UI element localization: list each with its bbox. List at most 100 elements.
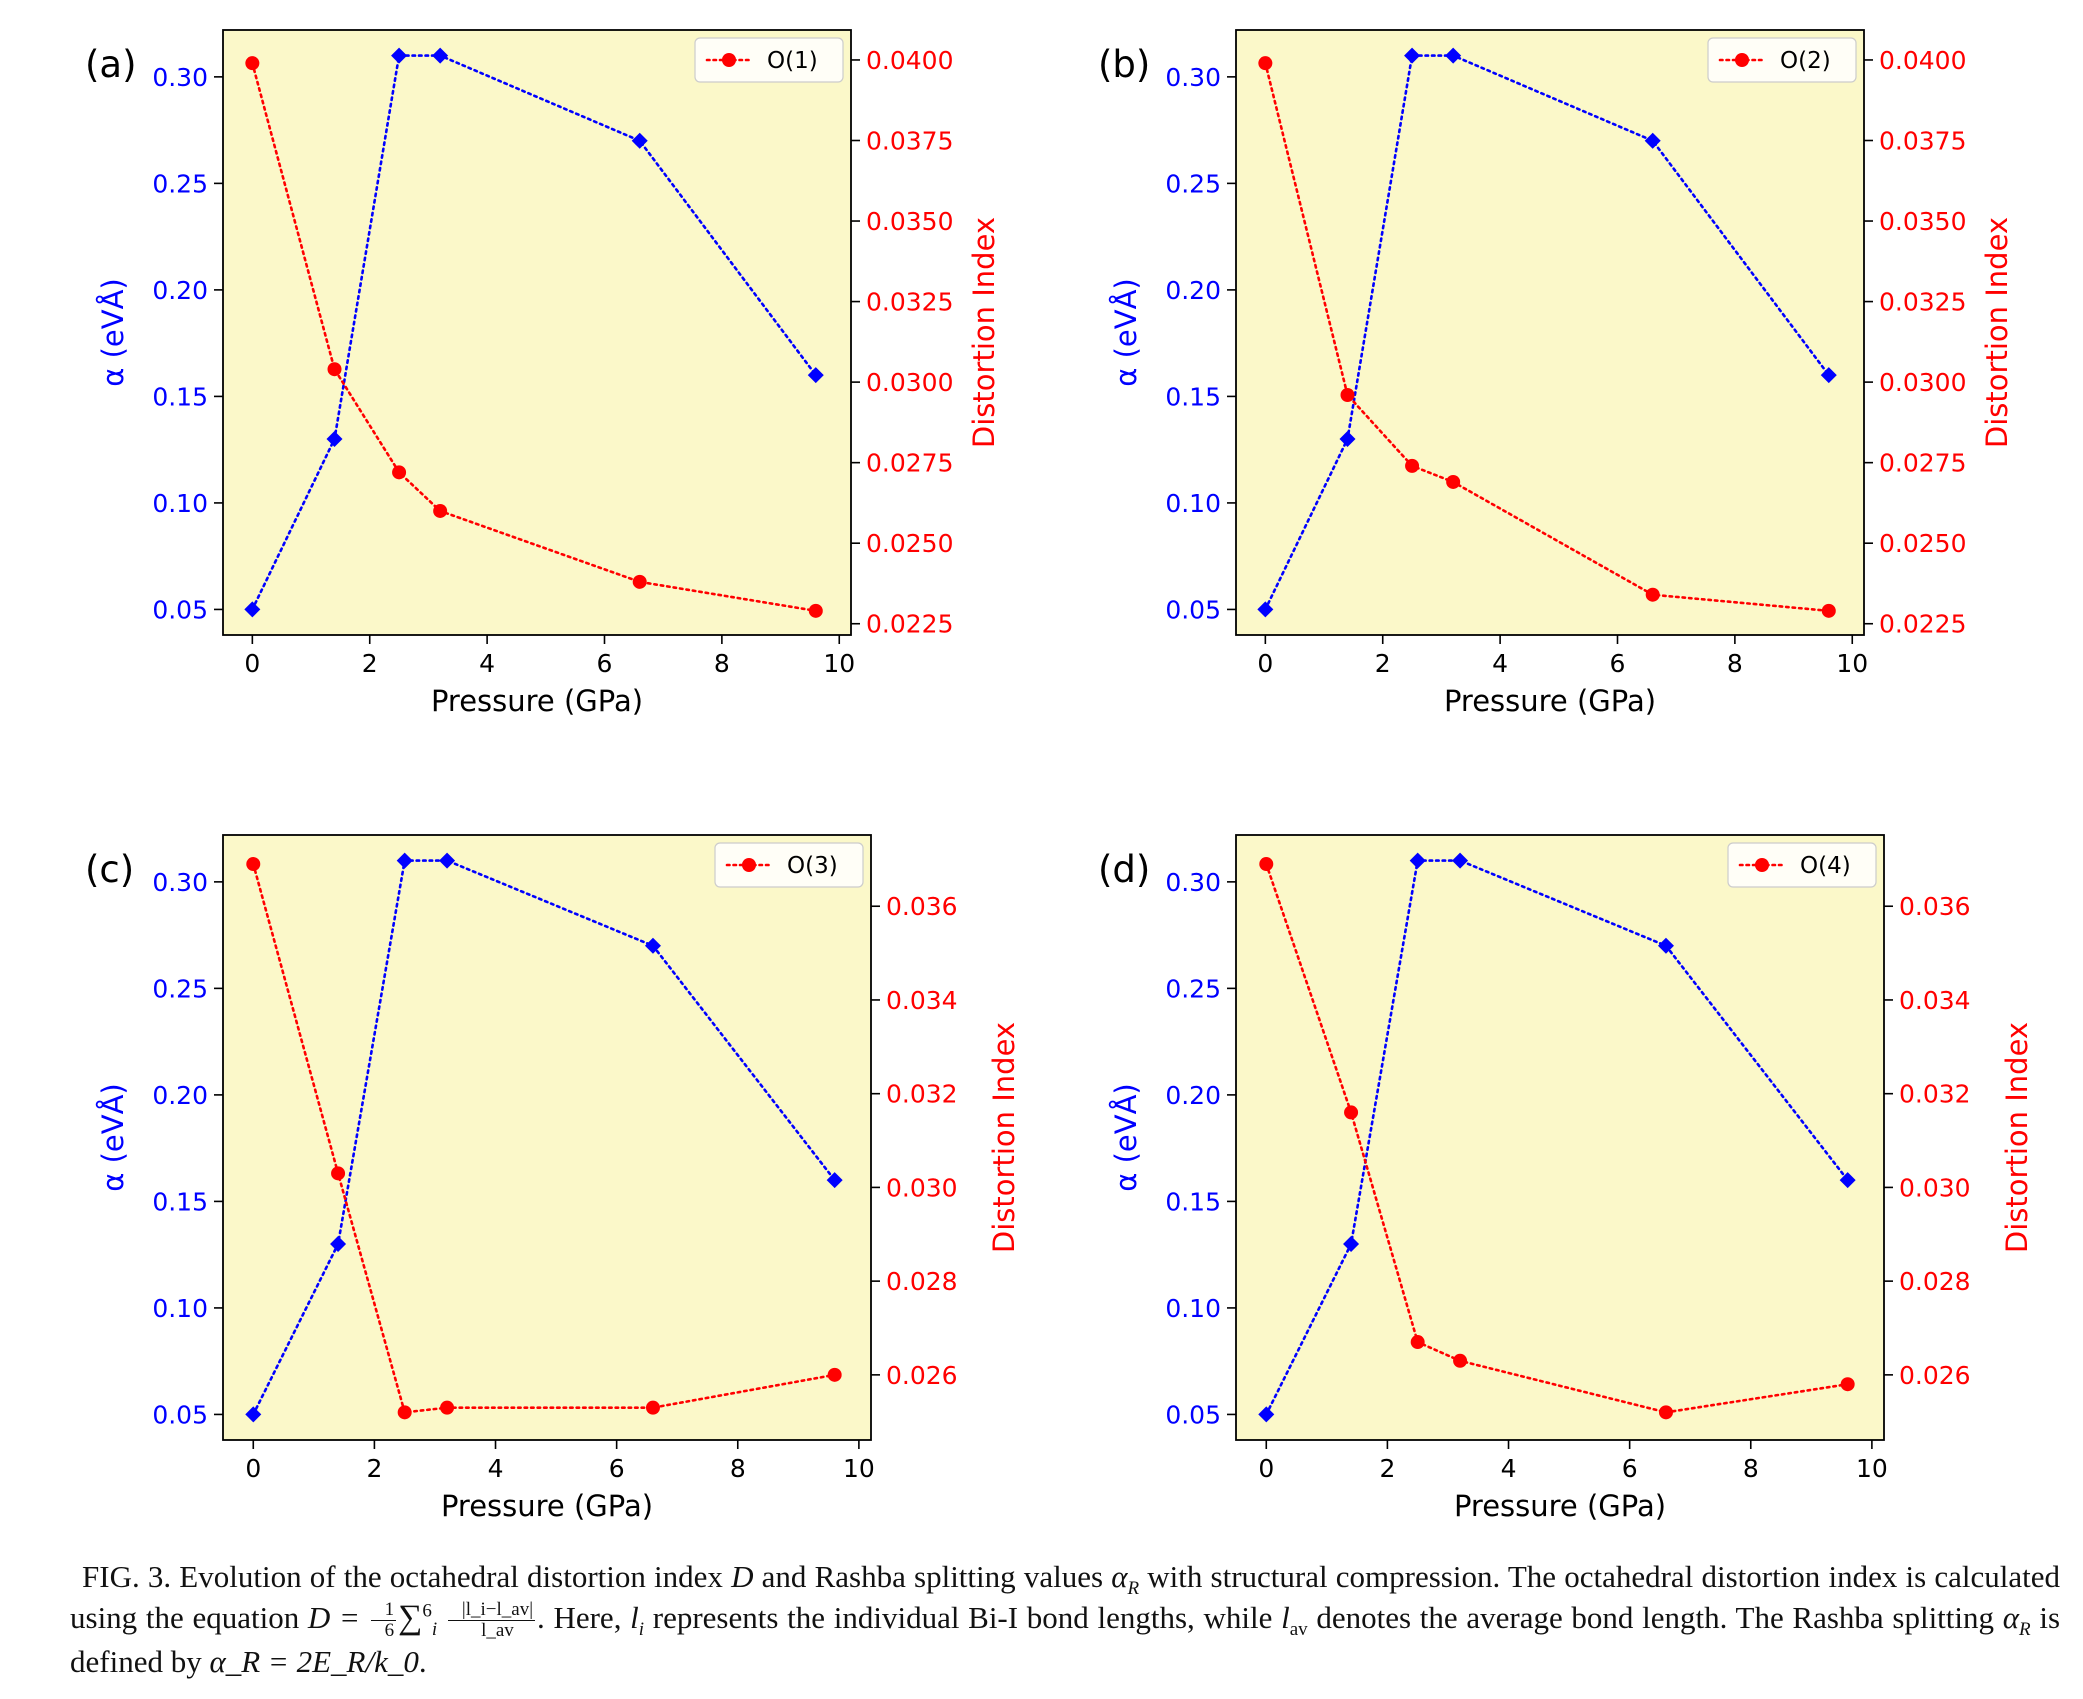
caption-sub-av: av [1289,1619,1308,1641]
y-right-tick-label: 0.0250 [1879,529,1966,558]
x-axis-label: Pressure (GPa) [441,1489,653,1523]
caption-part-7: is defined by [70,1600,2061,1680]
plot-area [223,835,871,1440]
y-left-tick-label: 0.25 [1165,169,1221,198]
y-left-tick-label: 0.15 [152,382,208,411]
plot-area [223,30,851,635]
alpha-point [432,47,449,64]
x-tick-label: 10 [1836,649,1868,678]
distortion-point [392,465,407,480]
y-left-tick-label: 0.05 [152,595,208,624]
caption-sub-R: R [1127,1578,1140,1600]
distortion-point [1258,56,1273,71]
caption-frac-bond: |l_i−l_av| l_av [447,1600,535,1641]
y-left-tick-label: 0.20 [152,276,208,305]
alpha-point [631,132,648,149]
distortion-point [1658,1405,1673,1420]
x-tick-label: 8 [1743,1454,1759,1483]
legend-label: O(1) [767,48,818,74]
y-right-tick-label: 0.030 [1899,1173,1971,1202]
alpha-series-line [1264,54,1831,611]
distortion-series-line [251,862,836,1414]
caption-sub-i: i [638,1619,645,1641]
y-right-tick-label: 0.0325 [1879,288,1966,317]
alpha-point [245,1406,262,1423]
y-left-tick-label: 0.20 [152,1081,208,1110]
alpha-point [244,601,261,618]
caption-symbol-alpha: α [1111,1559,1128,1594]
x-tick-label: 8 [714,649,730,678]
alpha-point [826,1172,843,1189]
plot-frame [1235,834,1885,1441]
y-left-tick-label: 0.05 [1165,595,1221,624]
x-tick-label: 0 [244,649,260,678]
y-right-tick-label: 0.0225 [866,610,953,639]
alpha-point [1445,47,1462,64]
alpha-point [1839,1172,1856,1189]
distortion-point [440,1400,455,1415]
y-left-tick-label: 0.30 [152,868,208,897]
x-tick-label: 4 [488,1454,504,1483]
distortion-point [327,362,342,377]
alpha-point [330,1236,347,1253]
panel-c: 0 2 4 6 8 10 0.05 0.10 0.15 0.20 0.25 0.30 0.026 0.02… [85,834,1021,1523]
y-right-tick-label: 0.0375 [866,126,953,155]
panel-label: (a) [85,43,137,86]
y-left-tick-label: 0.05 [152,1400,208,1429]
x-tick-label: 0 [245,1454,261,1483]
alpha-point [326,431,343,448]
alpha-point [644,937,661,954]
y-right-tick-label: 0.028 [1899,1267,1971,1296]
y-left-tick-label: 0.30 [1165,63,1221,92]
y-right-tick-label: 0.0350 [1879,207,1966,236]
distortion-point [1405,458,1420,473]
y-left-axis-label: α (eVÅ) [1109,278,1143,386]
x-tick-label: 8 [730,1454,746,1483]
caption-part-4: . Here, [537,1600,631,1635]
caption-part-5: represents the individual Bi-I bond leng… [644,1600,1282,1635]
legend: O(1) [694,37,844,83]
y-left-tick-label: 0.20 [1165,1081,1221,1110]
legend-marker [742,858,756,872]
alpha-point [1644,132,1661,149]
distortion-point [632,574,647,589]
y-left-tick-label: 0.15 [152,1187,208,1216]
distortion-point [645,1400,660,1415]
panel-d: 0 2 4 6 8 10 0.05 0.10 0.15 0.20 0.25 0.30 0.026 0.02… [1098,834,2034,1523]
alpha-point [396,852,413,869]
y-right-tick-label: 0.036 [1899,892,1971,921]
distortion-point [1410,1335,1425,1350]
x-tick-label: 4 [479,649,495,678]
panel-label: (d) [1098,848,1150,891]
x-tick-label: 8 [1727,649,1743,678]
distortion-point [246,857,261,872]
legend-marker [1735,53,1749,67]
alpha-point [439,852,456,869]
y-right-axis-label: Distortion Index [1980,217,2014,448]
y-right-tick-label: 0.0275 [866,449,953,478]
figure-caption: FIG. 3. Evolution of the octahedral dist… [70,1556,2060,1682]
caption-sum-sub: i [431,1619,438,1641]
alpha-point [1343,1236,1360,1253]
distortion-point [1645,587,1660,602]
legend: O(4) [1727,842,1877,888]
caption-part-8: . [418,1644,427,1680]
distortion-point [1259,857,1274,872]
y-left-tick-label: 0.25 [152,974,208,1003]
x-axis-label: Pressure (GPa) [431,684,643,718]
alpha-series-line [251,54,818,611]
caption-eq-rashba: α_R = 2E_R/k_0 [209,1644,419,1680]
legend-box [694,37,844,83]
caption-sum-symbol: ∑ [398,1599,423,1636]
distortion-series-line [251,61,818,613]
legend-marker [722,53,736,67]
distortion-point [808,603,823,618]
caption-part-6: denotes the average bond length. The Ras… [1307,1600,2003,1635]
caption-part-2: and Rashba splitting values [753,1559,1112,1594]
legend: O(3) [714,842,864,888]
caption-part-1: FIG. 3. Evolution of the octahedral dist… [82,1559,732,1594]
y-right-tick-label: 0.0350 [866,207,953,236]
caption-symbol-D: D [731,1559,754,1594]
y-left-tick-label: 0.25 [152,169,208,198]
legend-marker [1755,858,1769,872]
